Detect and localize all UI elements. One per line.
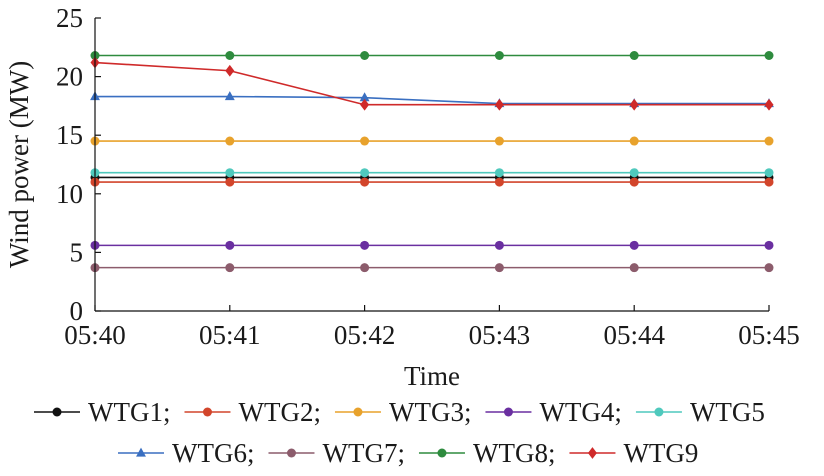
x-tick-label: 05:45 [738, 320, 800, 350]
data-point-wtg8 [629, 51, 639, 61]
legend-marker [202, 407, 212, 417]
axes: 0 5 10 15 20 25 05:40 05:41 05:42 05:43 05:44 05:45 [56, 3, 800, 350]
legend-item-wtg4: WTG4; [485, 397, 622, 427]
data-point-wtg2 [494, 177, 504, 187]
data-point-wtg9 [494, 98, 504, 111]
legend-label: WTG8; [473, 438, 555, 468]
data-point-wtg8 [764, 51, 774, 61]
data-point-wtg5 [225, 168, 235, 178]
plot-area [90, 51, 774, 273]
series-wtg9 [90, 56, 774, 111]
legend-item-wtg7: WTG7; [268, 438, 405, 468]
series-wtg3 [90, 136, 774, 146]
data-point-wtg8 [360, 51, 370, 61]
data-point-wtg7 [360, 263, 370, 273]
legend-marker [136, 447, 146, 457]
legend-item-wtg8: WTG8; [418, 438, 555, 468]
legend-marker [286, 448, 296, 458]
legend-marker [503, 407, 513, 417]
data-point-wtg4 [225, 240, 235, 250]
y-tick-label: 25 [56, 3, 83, 33]
legend-marker [587, 447, 597, 459]
legend-item-wtg2: WTG2; [184, 397, 321, 427]
data-point-wtg7 [764, 263, 774, 273]
legend: WTG1; WTG2; WTG3; WTG4; WTG5 WTG6; WTG7; WTG8; W… [34, 397, 765, 468]
series-wtg2 [90, 177, 774, 187]
data-point-wtg5 [494, 168, 504, 178]
legend-label: WTG4; [539, 397, 621, 427]
legend-label: WTG5 [690, 397, 765, 427]
data-point-wtg6 [224, 91, 235, 101]
series-wtg4 [90, 240, 774, 250]
data-point-wtg8 [494, 51, 504, 61]
series-line-wtg9 [94, 61, 769, 106]
data-point-wtg2 [629, 177, 639, 187]
data-point-wtg5 [629, 168, 639, 178]
data-point-wtg7 [494, 263, 504, 273]
x-tick-label: 05:42 [334, 320, 396, 350]
legend-item-wtg6: WTG6; [118, 438, 254, 468]
legend-marker [353, 407, 363, 417]
data-point-wtg4 [360, 240, 370, 250]
legend-label: WTG6; [172, 438, 254, 468]
data-point-wtg2 [360, 177, 370, 187]
legend-marker [437, 448, 447, 458]
data-point-wtg9 [360, 98, 370, 111]
y-axis-title: Wind power (MW) [4, 61, 34, 268]
data-point-wtg3 [764, 136, 774, 146]
data-point-wtg3 [225, 136, 235, 146]
legend-item-wtg5: WTG5 [635, 397, 765, 427]
x-axis-title: Time [404, 361, 460, 391]
y-tick-label: 20 [56, 62, 83, 92]
series-line-wtg6 [95, 95, 769, 105]
y-tick-label: 15 [56, 120, 83, 150]
data-point-wtg8 [225, 51, 235, 61]
data-point-wtg7 [225, 263, 235, 273]
series-wtg7 [90, 263, 774, 273]
series-wtg8 [90, 51, 774, 61]
data-point-wtg6 [359, 92, 370, 102]
x-tick-label: 05:43 [469, 320, 531, 350]
data-point-wtg9 [764, 98, 774, 111]
legend-item-wtg1: WTG1; [34, 397, 170, 427]
x-tick-label: 05:40 [64, 320, 126, 350]
data-point-wtg3 [360, 136, 370, 146]
legend-label: WTG2; [238, 397, 320, 427]
y-tick-label: 10 [56, 179, 83, 209]
x-tick-label: 05:41 [199, 320, 261, 350]
y-tick-label: 5 [70, 237, 84, 267]
legend-marker [654, 407, 664, 417]
legend-label: WTG9 [623, 438, 698, 468]
data-point-wtg4 [494, 240, 504, 250]
y-tick-label: 0 [70, 296, 84, 326]
legend-marker [52, 407, 62, 417]
data-point-wtg5 [764, 168, 774, 178]
data-point-wtg2 [225, 177, 235, 187]
legend-label: WTG1; [88, 397, 170, 427]
data-point-wtg4 [764, 240, 774, 250]
data-point-wtg3 [629, 136, 639, 146]
data-point-wtg5 [360, 168, 370, 178]
legend-item-wtg9: WTG9 [569, 438, 698, 468]
legend-label: WTG3; [389, 397, 471, 427]
data-point-wtg2 [764, 177, 774, 187]
series-wtg1 [90, 172, 774, 182]
series-wtg5 [90, 168, 774, 178]
data-point-wtg3 [494, 136, 504, 146]
legend-label: WTG7; [322, 438, 404, 468]
x-tick-label: 05:44 [603, 320, 665, 350]
legend-item-wtg3: WTG3; [334, 397, 471, 427]
data-point-wtg7 [629, 263, 639, 273]
data-point-wtg9 [629, 98, 639, 111]
data-point-wtg4 [629, 240, 639, 250]
data-point-wtg9 [225, 64, 235, 77]
